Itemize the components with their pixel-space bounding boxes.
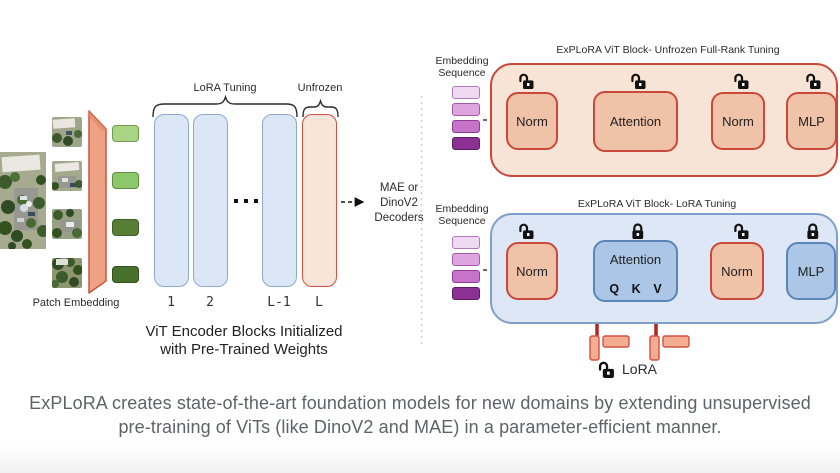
unlock-icon <box>519 73 534 89</box>
lock-icon <box>632 223 644 239</box>
ellipsis-dots <box>234 199 258 203</box>
bottom-mlp-box: MLP <box>786 242 836 300</box>
top-seq-token-4 <box>452 137 480 150</box>
unlock-icon <box>734 73 749 89</box>
unlock-icon <box>519 223 534 239</box>
top-embedding-label-2: Sequence <box>438 67 486 79</box>
bottom-seq-token-2 <box>452 253 480 266</box>
image-patch-4 <box>52 258 82 288</box>
attention-label: Attention <box>609 252 662 267</box>
top-norm1-box: Norm <box>506 92 558 150</box>
embed-token-3 <box>112 219 139 236</box>
bottom-attention-box: Attention Q K V <box>593 240 678 302</box>
aerial-photo <box>0 152 46 249</box>
embed-token-1 <box>112 125 139 142</box>
encoder-caption-line1: ViT Encoder Blocks Initialized <box>145 323 343 340</box>
encoder-block-l-unfrozen <box>302 114 337 287</box>
v-label: V <box>653 282 662 296</box>
lora-adapter-v <box>649 335 690 361</box>
unfrozen-brace <box>302 98 339 118</box>
top-block-title: ExPLoRA ViT Block- Unfrozen Full-Rank Tu… <box>556 44 780 56</box>
lora-tuning-brace-label: LoRA Tuning <box>193 82 257 94</box>
image-patch-1 <box>52 117 82 147</box>
unlock-icon <box>631 73 646 89</box>
bottom-embedding-label-1: Embedding <box>435 203 489 215</box>
q-label: Q <box>609 282 620 296</box>
image-patch-2 <box>52 161 82 191</box>
block-label-l-1: L-1 <box>267 295 291 310</box>
bottom-norm2-box: Norm <box>710 242 764 300</box>
encoder-block-l-1 <box>262 114 297 287</box>
encoder-caption-line2: with Pre-Trained Weights <box>160 341 328 358</box>
bottom-norm1-box: Norm <box>506 242 558 300</box>
unfrozen-brace-label: Unfrozen <box>297 82 343 94</box>
decoder-label-line2: DinoV2 <box>380 197 418 209</box>
embed-token-4 <box>112 266 139 283</box>
bottom-embedding-label-2: Sequence <box>438 215 486 227</box>
top-embedding-label-1: Embedding <box>435 55 489 67</box>
decoder-label-line3: Decoders <box>374 212 424 224</box>
embed-token-2 <box>112 172 139 189</box>
block-label-1: 1 <box>167 295 175 310</box>
unlock-icon <box>734 223 749 239</box>
k-label: K <box>631 282 641 296</box>
lora-tuning-brace <box>152 94 298 118</box>
patch-embedding-label: Patch Embedding <box>32 297 120 309</box>
qkv-labels: Q K V <box>595 282 676 296</box>
unlock-icon <box>806 73 821 89</box>
top-mlp-box: MLP <box>786 92 837 150</box>
footer-gradient <box>0 445 840 473</box>
top-seq-token-2 <box>452 103 480 116</box>
lora-legend-label: LoRA <box>622 361 658 377</box>
encoder-block-1 <box>154 114 189 287</box>
encoder-block-2 <box>193 114 228 287</box>
top-seq-token-1 <box>452 86 480 99</box>
bottom-seq-token-4 <box>452 287 480 300</box>
lora-adapter-q <box>589 335 630 361</box>
bottom-seq-token-1 <box>452 236 480 249</box>
block-label-2: 2 <box>206 295 214 310</box>
page-caption-line2: pre-training of ViTs (like DinoV2 and MA… <box>118 417 722 437</box>
block-label-l: L <box>315 295 323 310</box>
bottom-block-title: ExPLoRA ViT Block- LoRA Tuning <box>577 198 737 210</box>
image-patch-3 <box>52 209 82 239</box>
page-caption-line1: ExPLoRA creates state-of-the-art foundat… <box>29 393 811 413</box>
unlock-icon <box>598 361 614 378</box>
patch-embedding-projection <box>88 110 107 294</box>
bottom-seq-token-3 <box>452 270 480 283</box>
top-norm2-box: Norm <box>711 92 765 150</box>
decoder-label-line1: MAE or <box>379 182 419 194</box>
top-attention-box: Attention <box>593 91 678 152</box>
top-seq-token-3 <box>452 120 480 133</box>
lock-icon <box>807 223 819 239</box>
